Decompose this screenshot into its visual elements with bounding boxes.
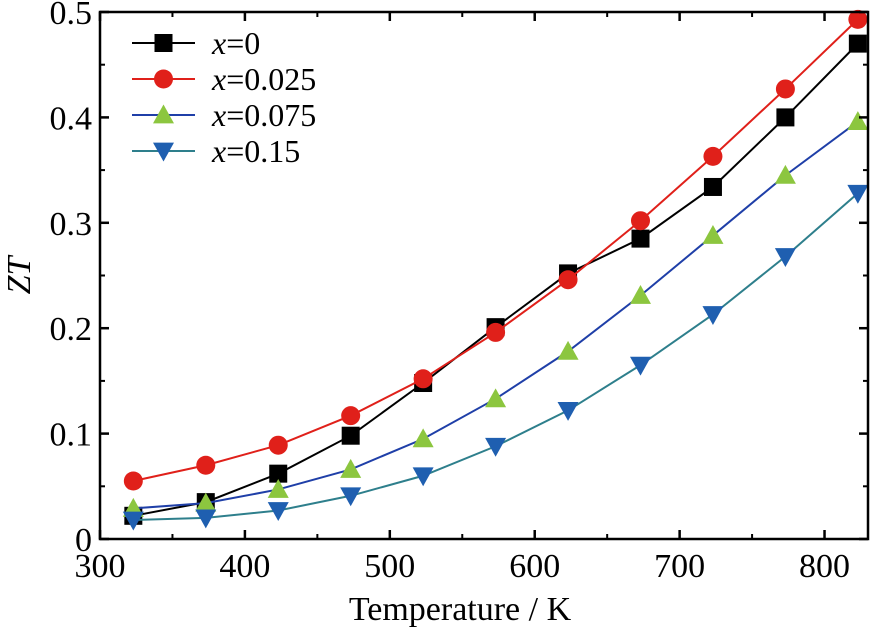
data-point-s2-7 (629, 285, 651, 304)
data-point-s1-7 (630, 211, 650, 231)
data-point-s1-0 (123, 471, 143, 491)
data-point-s3-3 (340, 487, 362, 507)
series-line-3 (133, 192, 859, 522)
y-tick-label-0: 0 (75, 522, 92, 559)
data-point-s2-3 (340, 458, 362, 478)
legend-label-0: x=0 (211, 25, 260, 61)
x-tick-label-5: 800 (799, 548, 850, 585)
data-point-s3-7 (629, 356, 651, 376)
legend-label-2: x=0.075 (211, 97, 316, 133)
data-point-s3-2 (267, 502, 289, 522)
x-tick-label-4: 700 (654, 548, 705, 585)
legend-label-value-2: =0.075 (226, 97, 316, 133)
legend-label-var-1: x (211, 61, 226, 97)
data-point-s1-1 (196, 455, 216, 475)
data-point-s1-10 (848, 9, 868, 29)
data-point-s2-1 (195, 492, 217, 512)
data-point-s3-5 (485, 437, 507, 457)
plot-area (122, 9, 869, 531)
y-tick-label-4: 0.4 (50, 100, 93, 137)
data-point-s0-7 (631, 229, 650, 248)
data-point-s2-9 (774, 164, 796, 184)
x-tick-label-0: 300 (75, 548, 126, 585)
data-point-s3-6 (557, 402, 579, 421)
legend-label-value-3: =0.15 (226, 133, 300, 169)
data-point-s1-8 (703, 146, 723, 166)
x-axis-title: Temperature / K (349, 591, 572, 628)
data-point-s3-8 (702, 306, 724, 325)
axes: 300 400 500 600 700 800 0 0.1 0.2 0.3 0.4 0.5 Temper… (1, 0, 870, 628)
data-point-s0-9 (776, 108, 795, 127)
legend-label-var-0: x (211, 25, 226, 61)
legend-label-value-1: =0.025 (226, 61, 316, 97)
data-point-s2-6 (557, 340, 579, 360)
data-point-s1-4 (413, 369, 433, 389)
data-point-s2-8 (702, 224, 724, 244)
y-tick-label-3: 0.3 (50, 206, 93, 243)
data-point-s3-10 (847, 184, 869, 204)
legend-label-value-0: =0 (226, 25, 260, 61)
legend-label-1: x=0.025 (211, 61, 316, 97)
legend-label-var-2: x (211, 97, 226, 133)
legend-marker-1 (154, 69, 173, 89)
data-point-s3-1 (195, 509, 217, 529)
data-point-s1-9 (775, 79, 795, 99)
x-tick-label-2: 500 (364, 548, 415, 585)
data-point-s0-3 (341, 426, 360, 445)
data-point-s0-2 (269, 464, 288, 483)
data-point-s2-2 (267, 478, 289, 498)
y-axis-title: ZT (1, 255, 38, 295)
legend-label-3: x=0.15 (211, 133, 300, 169)
x-tick-label-3: 600 (509, 548, 560, 585)
data-point-s3-4 (412, 467, 434, 487)
y-tick-label-1: 0.1 (50, 417, 93, 454)
y-tick-label-2: 0.2 (50, 311, 93, 348)
data-point-s0-10 (848, 34, 867, 53)
data-point-s2-10 (847, 111, 869, 131)
x-tick-label-1: 400 (219, 548, 270, 585)
data-point-s3-9 (774, 248, 796, 268)
data-point-s2-5 (485, 388, 507, 408)
data-point-s2-4 (412, 428, 434, 448)
legend-label-var-3: x (211, 133, 226, 169)
legend-marker-2 (153, 104, 174, 124)
data-point-s0-8 (703, 177, 722, 196)
data-point-s1-2 (268, 435, 288, 455)
data-point-s1-5 (486, 322, 506, 342)
data-point-s1-6 (558, 270, 578, 290)
legend-marker-0 (154, 34, 173, 52)
y-tick-label-5: 0.5 (50, 0, 93, 32)
data-point-s3-0 (122, 511, 144, 531)
legend-marker-3 (153, 142, 174, 162)
data-point-s1-3 (341, 406, 361, 426)
